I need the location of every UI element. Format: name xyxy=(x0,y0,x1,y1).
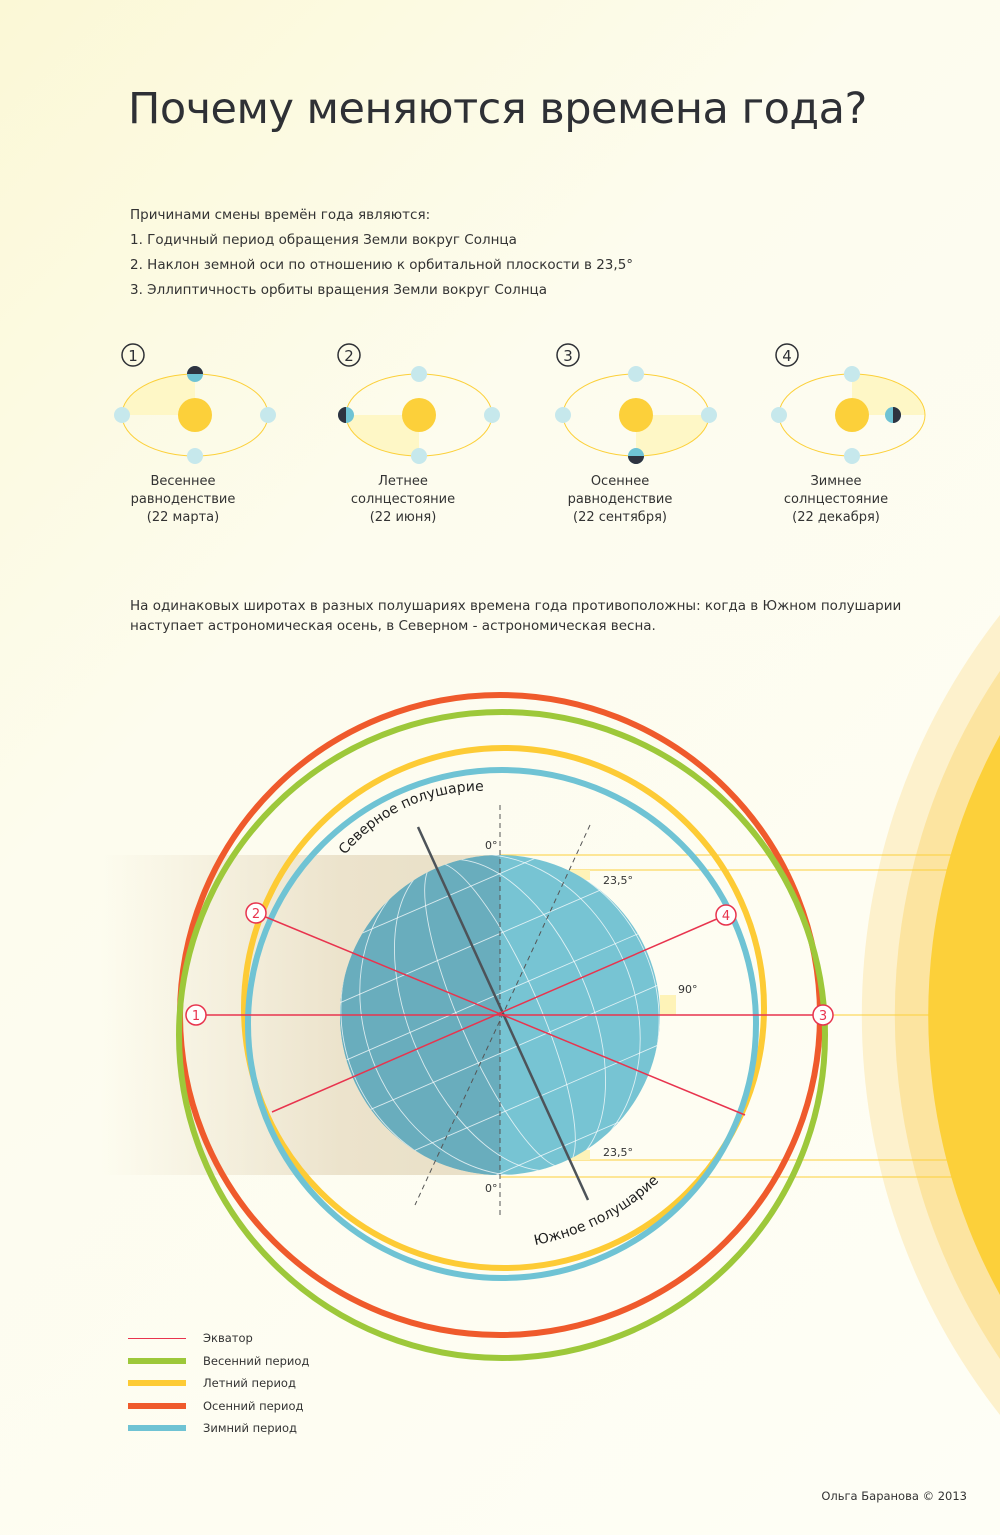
spring-ring xyxy=(176,709,828,1361)
marker-label: 2 xyxy=(252,907,260,922)
number-text: 3 xyxy=(563,347,573,365)
marker-4: 4 xyxy=(715,904,737,926)
earth-icon xyxy=(844,366,860,382)
reason-2: 2. Наклон земной оси по отношению к орби… xyxy=(130,257,634,273)
intro-text: Причинами смены времён года являются: 1.… xyxy=(130,203,633,303)
reason-3: 3. Эллиптичность орбиты вращения Земли в… xyxy=(130,282,548,298)
caption-date: (22 сентября) xyxy=(573,510,667,525)
earth-icon xyxy=(260,407,276,423)
number-badge xyxy=(775,343,799,367)
legend-label: Весенний период xyxy=(203,1353,310,1368)
number-text: 2 xyxy=(344,347,354,365)
caption-line: Зимнее xyxy=(810,474,862,489)
earth-icon xyxy=(844,448,860,464)
earth-icon xyxy=(187,448,203,464)
angle-top-tilt: 23,5° xyxy=(603,874,633,887)
caption-spring: Весеннее равноденствие (22 марта) xyxy=(103,473,263,527)
legend-item-equator: Экватор xyxy=(128,1327,309,1350)
number-text: 4 xyxy=(782,347,792,365)
sun-icon xyxy=(178,398,212,432)
earth-night-side xyxy=(893,407,901,423)
legend-item-summer: Летний период xyxy=(128,1372,309,1395)
caption-date: (22 декабря) xyxy=(792,510,880,525)
copyright: Ольга Баранова © 2013 xyxy=(821,1489,967,1503)
caption-line: Весеннее xyxy=(150,474,216,489)
legend-swatch xyxy=(128,1425,186,1432)
earth-night-side xyxy=(338,407,346,423)
reason-1: 1. Годичный период обращения Земли вокру… xyxy=(130,232,517,248)
earth-icon xyxy=(771,407,787,423)
earth-icon xyxy=(701,407,717,423)
intro-heading: Причинами смены времён года являются: xyxy=(130,207,431,223)
orbit-diagram-spring: 1 xyxy=(114,343,276,464)
legend-swatch xyxy=(128,1380,186,1387)
legend: Экватор Весенний период Летний период Ос… xyxy=(128,1327,309,1440)
legend-swatch xyxy=(128,1337,186,1339)
legend-label: Экватор xyxy=(203,1331,253,1346)
caption-line: равноденствие xyxy=(130,492,236,507)
earth-icon xyxy=(555,407,571,423)
legend-item-winter: Зимний период xyxy=(128,1417,309,1440)
legend-swatch xyxy=(128,1357,186,1364)
hemisphere-note: На одинаковых широтах в разных полушария… xyxy=(130,598,902,634)
angle-bottom-zero: 0° xyxy=(485,1182,498,1195)
caption-line: солнцестояние xyxy=(350,492,456,507)
earth-icon xyxy=(411,366,427,382)
marker-1: 1 xyxy=(185,1004,207,1026)
legend-label: Зимний период xyxy=(203,1421,297,1436)
caption-line: солнцестояние xyxy=(783,492,889,507)
legend-label: Летний период xyxy=(203,1376,296,1391)
earth-night-side xyxy=(187,366,203,374)
caption-line: равноденствие xyxy=(567,492,673,507)
earth-icon xyxy=(114,407,130,423)
summer-ring xyxy=(241,745,767,1271)
sun-icon xyxy=(619,398,653,432)
marker-label: 1 xyxy=(192,1009,200,1024)
sun-icon xyxy=(835,398,869,432)
number-text: 1 xyxy=(128,347,138,365)
legend-swatch xyxy=(128,1402,186,1409)
page-title: Почему меняются времена года? xyxy=(128,84,867,134)
marker-3: 3 xyxy=(812,1004,834,1026)
caption-line: Осеннее xyxy=(590,474,650,489)
orbit-diagram-summer: 2 xyxy=(337,343,500,464)
marker-label: 4 xyxy=(722,909,730,924)
caption-date: (22 марта) xyxy=(146,510,220,525)
number-badge xyxy=(556,343,580,367)
number-badge xyxy=(337,343,361,367)
angle-right: 90° xyxy=(678,983,698,996)
caption-autumn: Осеннее равноденствие (22 сентября) xyxy=(540,473,700,527)
legend-label: Осенний период xyxy=(203,1398,304,1413)
angle-top-zero: 0° xyxy=(485,839,498,852)
earth-icon xyxy=(411,448,427,464)
orbit-diagram-autumn: 3 xyxy=(555,343,717,464)
orbit-diagram-winter: 4 xyxy=(771,343,926,464)
marker-label: 3 xyxy=(819,1009,827,1024)
legend-item-autumn: Осенний период xyxy=(128,1395,309,1418)
equator-lines xyxy=(196,912,823,1116)
earth-icon xyxy=(628,366,644,382)
caption-line: Летнее xyxy=(378,474,428,489)
caption-summer: Летнее солнцестояние (22 июня) xyxy=(323,473,483,527)
marker-2: 2 xyxy=(245,902,267,924)
angle-mark xyxy=(660,995,676,1015)
earth-axis xyxy=(416,826,590,1201)
legend-item-spring: Весенний период xyxy=(128,1350,309,1373)
angle-mark xyxy=(570,870,590,880)
angle-mark xyxy=(570,1150,590,1160)
angle-bottom-tilt: 23,5° xyxy=(603,1146,633,1159)
caption-winter: Зимнее солнцестояние (22 декабря) xyxy=(756,473,916,527)
winter-ring xyxy=(245,767,759,1281)
caption-date: (22 июня) xyxy=(369,510,437,525)
earth-night-side xyxy=(628,456,644,464)
number-badge xyxy=(121,343,145,367)
orbit-diagrams: 1 2 3 4 xyxy=(114,343,926,464)
earth-icon xyxy=(484,407,500,423)
sun-icon xyxy=(402,398,436,432)
